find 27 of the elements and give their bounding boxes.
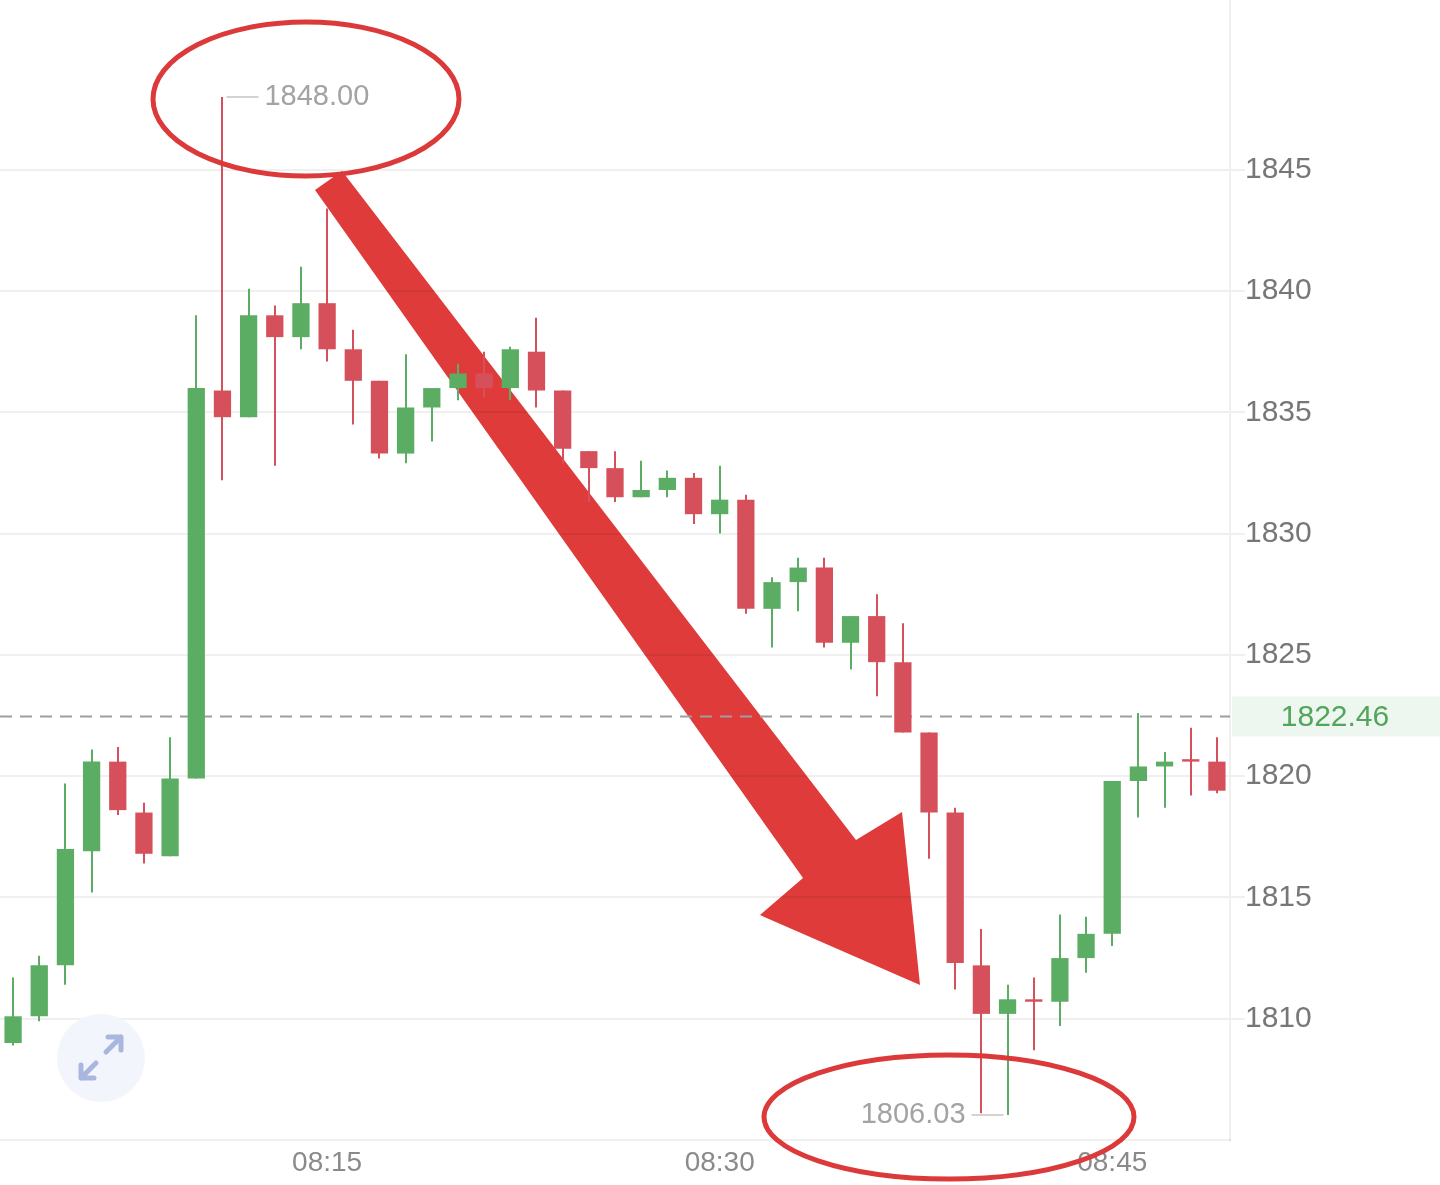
- y-tick-label: 1825: [1244, 636, 1312, 670]
- candlestick: [1025, 976, 1043, 1052]
- candlestick: [266, 304, 284, 467]
- candlestick: [580, 450, 598, 504]
- x-tick-label: 08:30: [684, 1145, 755, 1177]
- candlestick: [1129, 712, 1148, 819]
- candlestick: [789, 556, 807, 613]
- candlestick: [213, 96, 232, 482]
- y-tick-label: 1815: [1244, 878, 1312, 912]
- annotation: 1806.03: [860, 1097, 966, 1130]
- annotation: 1848.00: [264, 79, 370, 112]
- y-tick-label: 1840: [1244, 272, 1312, 306]
- y-tick-label: 1810: [1244, 999, 1312, 1033]
- y-tick-label: 1820: [1244, 757, 1312, 791]
- candlestick: [475, 350, 493, 399]
- x-tick-label: 08:15: [292, 1145, 363, 1177]
- candlestick: [658, 469, 676, 499]
- y-tick-label: 1835: [1244, 393, 1312, 427]
- y-tick-label: 1845: [1244, 151, 1312, 185]
- candlestick: [632, 459, 650, 499]
- candlestick: [998, 983, 1017, 1117]
- candlestick: [1182, 726, 1200, 797]
- ref-line-label: 1822.46: [1280, 698, 1390, 732]
- candlestick: [423, 387, 441, 443]
- candlestick: [449, 362, 467, 402]
- candlestick: [711, 464, 729, 535]
- y-tick-label: 1830: [1244, 514, 1312, 548]
